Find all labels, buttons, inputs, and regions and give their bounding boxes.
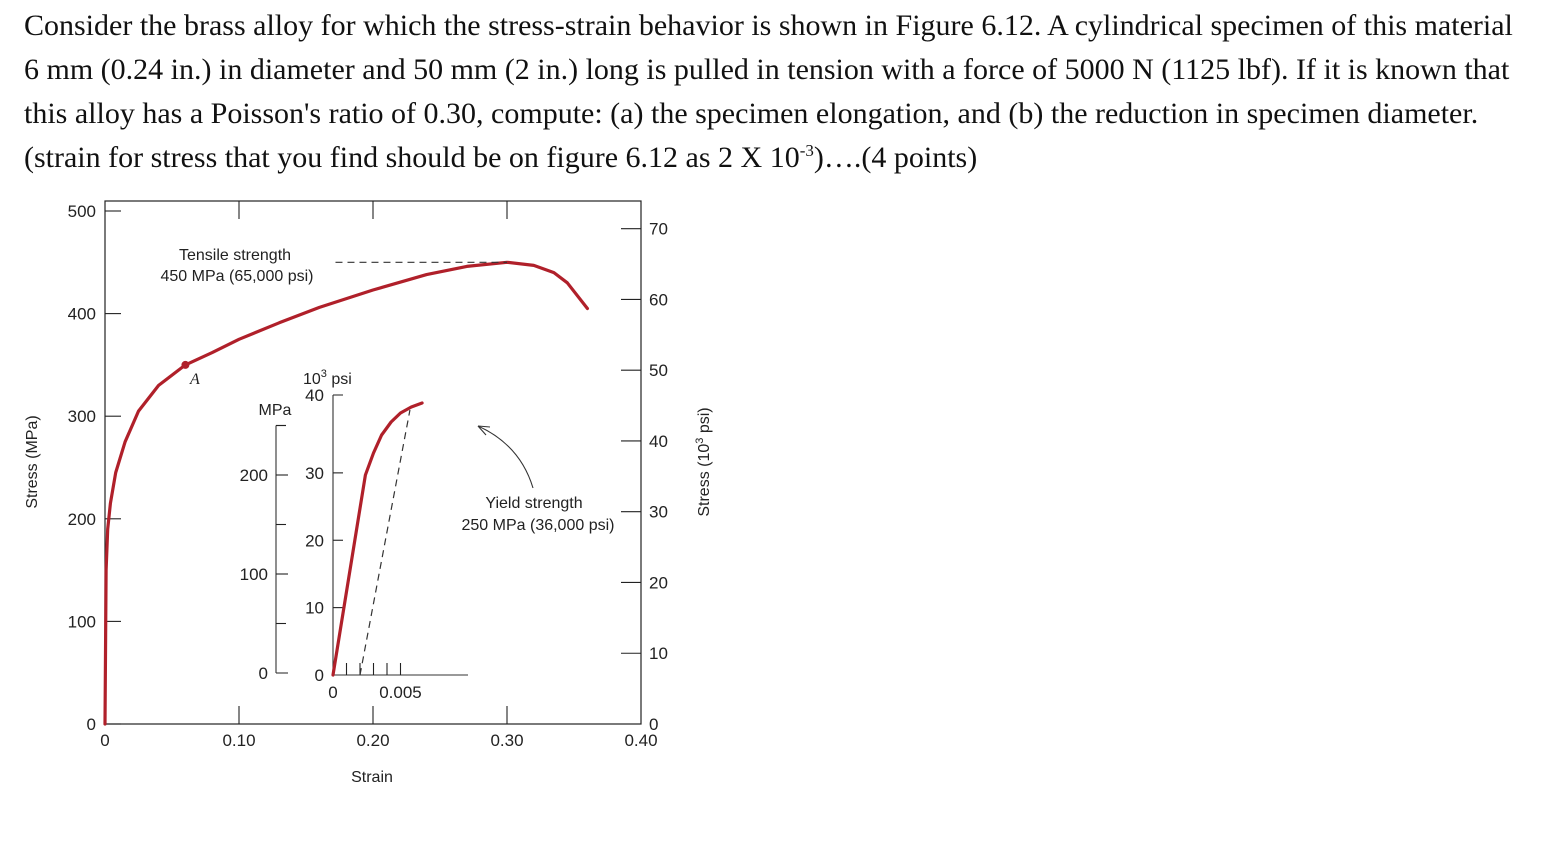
inset-x-tick-label: 0.005 [379, 683, 422, 702]
inset-psi-unit: 103 psi [303, 368, 352, 388]
inset-y2-tick-label: 40 [305, 386, 324, 405]
y-tick-label: 400 [68, 305, 96, 324]
inset-y2-tick-label: 30 [305, 464, 324, 483]
labels: Strain Stress (MPa) Stress (103 psi) Ten… [24, 247, 713, 786]
y-tick-label: 200 [68, 510, 96, 529]
y-tick-label: 300 [68, 407, 96, 426]
y-tick-label: 500 [68, 202, 96, 221]
x-tick-label: 0.20 [356, 731, 389, 750]
curves [103, 260, 589, 726]
point-a-label: A [189, 371, 200, 388]
inset-y2-tick-label: 0 [315, 666, 324, 685]
yield-leader-line [477, 425, 534, 489]
question-part2: )….(4 points) [813, 141, 978, 174]
x-tick-label: 0.30 [490, 731, 523, 750]
y-tick-label: 100 [68, 612, 96, 631]
y2-tick-label: 30 [649, 503, 668, 522]
offset-dashed-line [359, 409, 411, 676]
y2-axis-title: Stress (103 psi) [694, 407, 713, 516]
inset-mpa-unit: MPa [259, 402, 292, 419]
inset-y-tick-label: 200 [240, 466, 268, 485]
inset-stress-strain-curve [331, 401, 424, 677]
y2-tick-label: 70 [649, 220, 668, 239]
yield-leader-arrowhead [477, 425, 491, 436]
y2-tick-label: 10 [649, 644, 668, 663]
question-part1: Consider the brass alloy for which the s… [24, 9, 1513, 174]
inset-x-tick-label: 0 [328, 683, 337, 702]
point-a-marker [181, 360, 190, 369]
inset-y-tick-label: 0 [259, 664, 268, 683]
x-axis-title: Strain [351, 769, 393, 786]
question-exponent: -3 [799, 141, 814, 160]
yield-strength-label: Yield strength [485, 495, 582, 512]
y2-tick-label: 50 [649, 361, 668, 380]
x-tick-label: 0.10 [222, 731, 255, 750]
y-axis-title: Stress (MPa) [24, 415, 41, 508]
y-tick-label: 0 [87, 715, 96, 734]
yield-strength-value: 250 MPa (36,000 psi) [462, 517, 615, 534]
inset-y2-tick-label: 10 [305, 599, 324, 618]
y2-tick-label: 0 [649, 715, 658, 734]
tensile-strength-value: 450 MPa (65,000 psi) [161, 268, 314, 285]
inset-y2-tick-label: 20 [305, 531, 324, 550]
x-tick-label: 0 [100, 731, 109, 750]
inset-y-tick-label: 100 [240, 565, 268, 584]
y2-tick-label: 60 [649, 290, 668, 309]
x-tick-label: 0.40 [624, 731, 657, 750]
main-stress-strain-curve [103, 260, 589, 726]
y2-tick-label: 20 [649, 573, 668, 592]
question-text: Consider the brass alloy for which the s… [24, 4, 1534, 180]
tensile-strength-label: Tensile strength [179, 247, 291, 264]
inset-axes: 0 10 20 30 40 0 100 200 0 0.005 [240, 386, 468, 702]
y2-tick-label: 40 [649, 432, 668, 451]
